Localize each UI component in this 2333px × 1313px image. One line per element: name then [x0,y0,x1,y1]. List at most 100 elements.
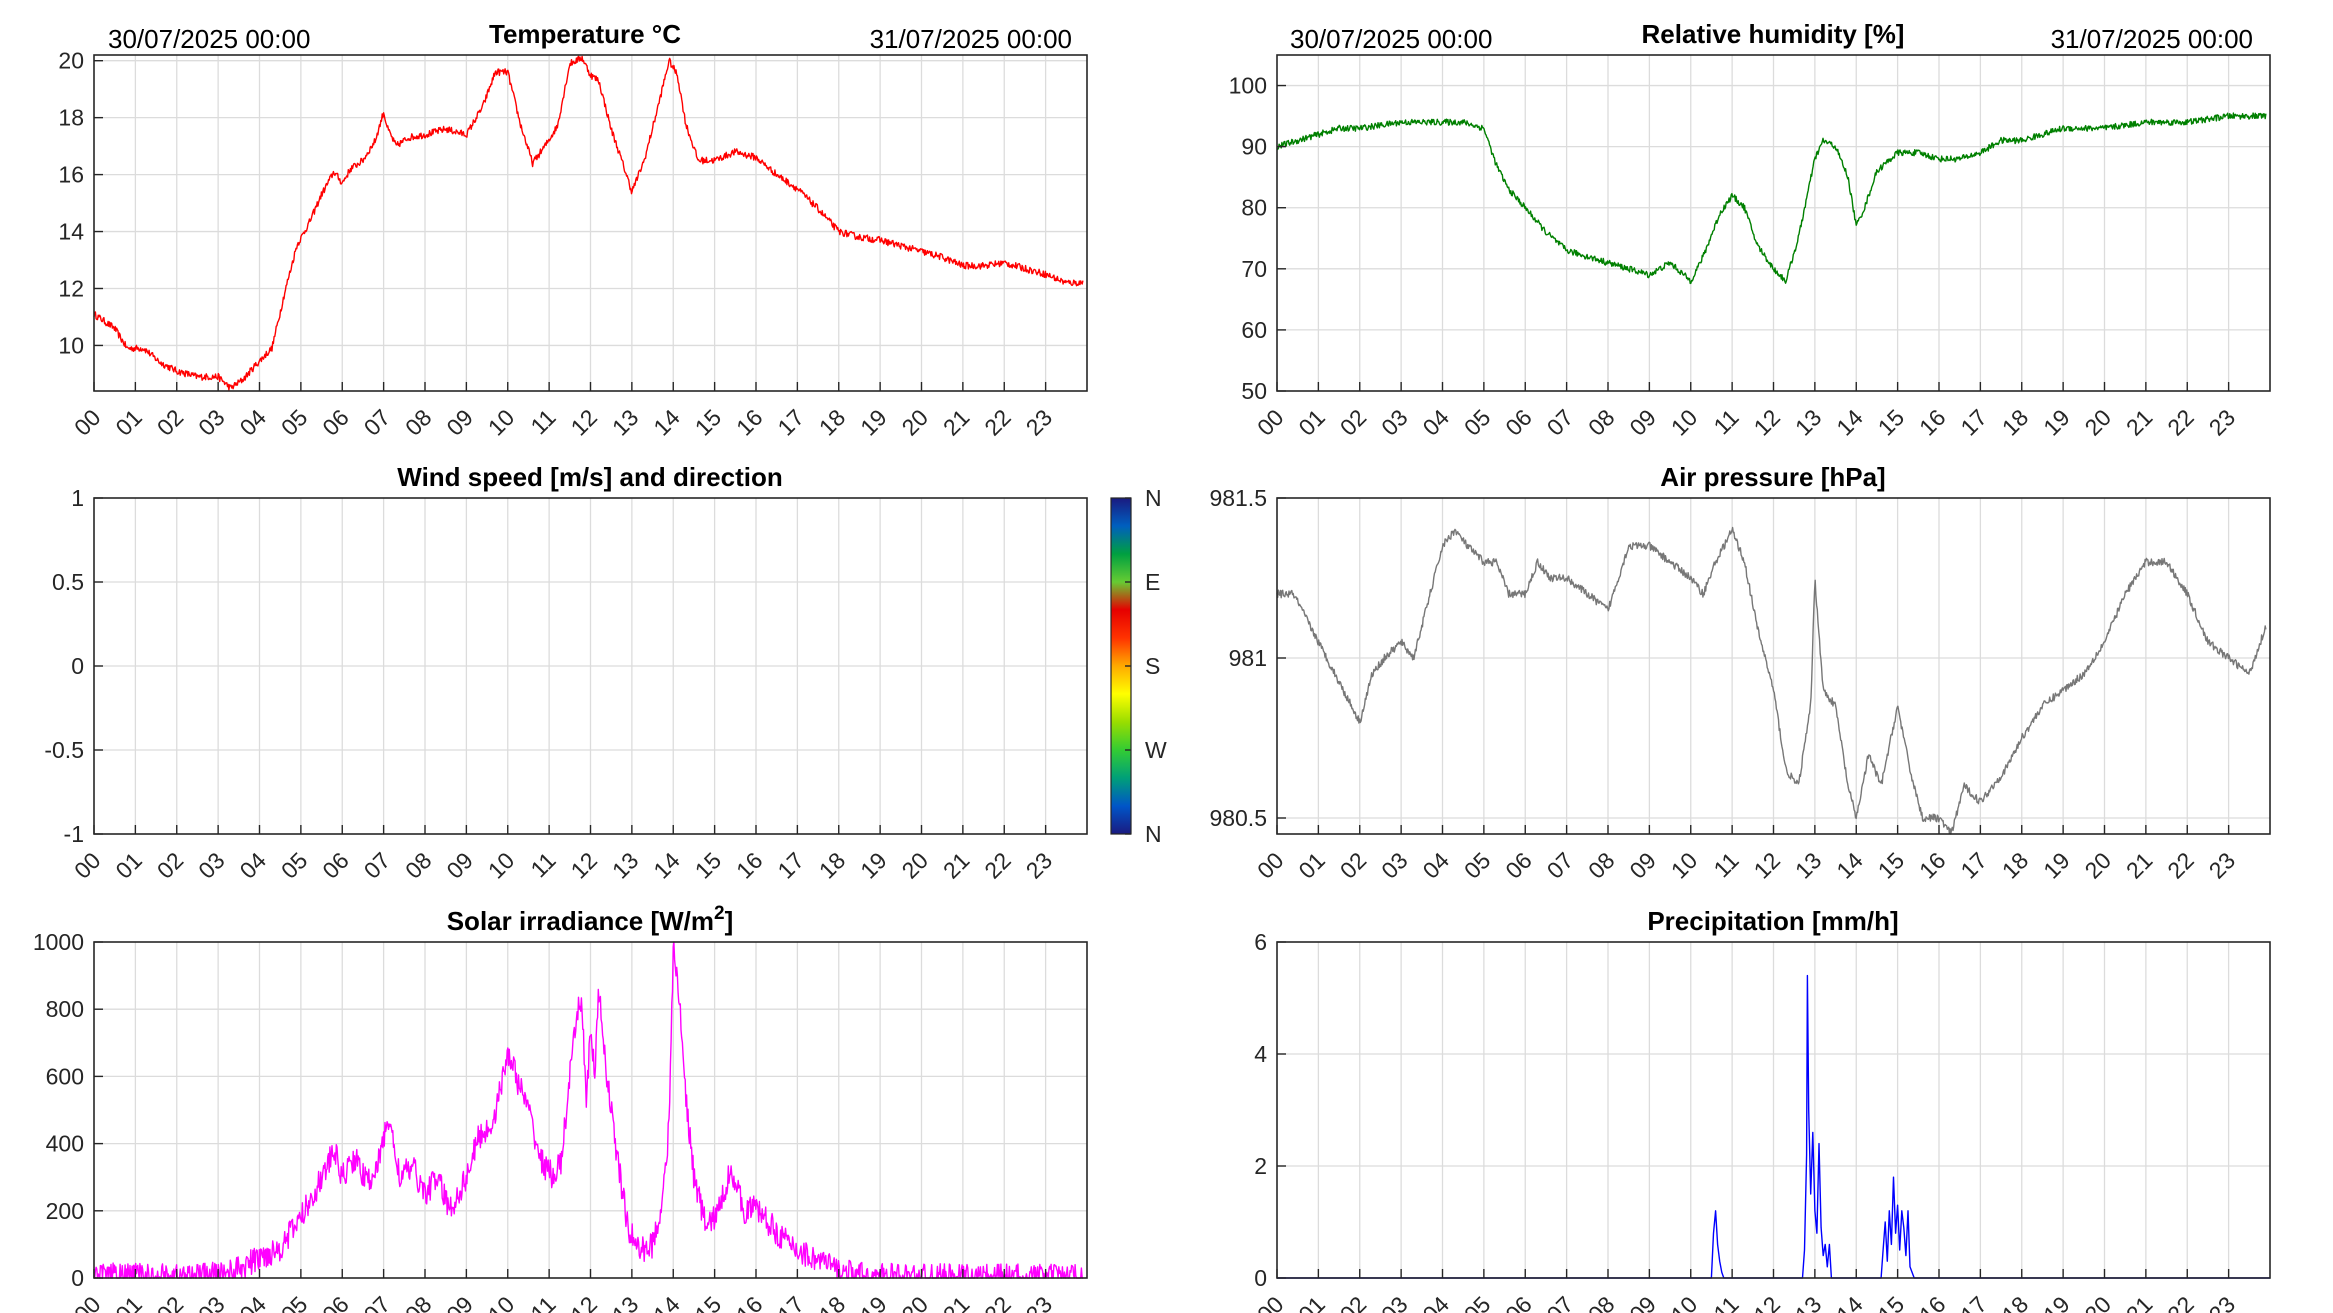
x-tick-label: 23 [1021,847,1057,883]
x-tick-label: 12 [566,404,602,440]
y-tick-label: 0 [71,1265,84,1291]
solar-panel: Solar irradiance [W/m2] 0200400600800100… [33,903,1088,1313]
x-tick-label: 17 [1955,1291,1991,1313]
x-tick-label: 17 [1955,847,1991,883]
x-tick-label: 22 [979,1291,1015,1313]
x-tick-label: 19 [2038,1291,2074,1313]
x-tick-label: 20 [2080,847,2116,883]
x-tick-label: 01 [1293,847,1329,883]
x-tick-label: 18 [1997,847,2033,883]
x-tick-label: 06 [1500,404,1536,440]
x-tick-label: 20 [897,404,933,440]
x-tick-label: 02 [152,1291,188,1313]
x-tick-label: 01 [110,1291,146,1313]
x-tick-label: 03 [193,404,229,440]
x-tick-label: 01 [110,847,146,883]
x-tick-label: 05 [276,1291,312,1313]
x-tick-label: 00 [1252,1291,1288,1313]
x-tick-label: 05 [1459,404,1495,440]
y-tick-label: 980.5 [1209,805,1267,831]
x-tick-label: 11 [525,1291,560,1313]
x-tick-label: 15 [690,1291,726,1313]
y-tick-label: 20 [58,48,84,74]
x-tick-label: 01 [1293,1291,1329,1313]
x-tick-label: 16 [731,404,767,440]
x-tick-label: 02 [1335,847,1371,883]
start-timestamp: 30/07/2025 00:00 [1290,24,1492,54]
colorbar-label: W [1145,737,1167,763]
x-tick-label: 11 [1708,404,1743,439]
x-tick-label: 14 [648,1291,685,1313]
x-tick-label: 06 [317,1291,353,1313]
y-tick-label: -0.5 [44,737,84,763]
colorbar-label: N [1145,821,1162,847]
humidity-panel: 30/07/2025 00:00 31/07/2025 00:00 Relati… [1229,19,2271,441]
x-tick-label: 03 [1376,1291,1412,1313]
x-tick-label: 06 [1500,847,1536,883]
x-tick-label: 05 [276,847,312,883]
y-tick-label: 90 [1241,134,1267,160]
y-tick-label: 6 [1254,929,1267,955]
end-timestamp: 31/07/2025 00:00 [2051,24,2253,54]
y-tick-label: 60 [1241,317,1267,343]
x-tick-label: 09 [1624,847,1660,883]
x-tick-label: 12 [1749,1291,1785,1313]
x-tick-label: 13 [607,847,643,883]
x-tick-label: 03 [193,847,229,883]
y-tick-label: 400 [46,1131,84,1157]
x-tick-label: 22 [2162,847,2198,883]
y-tick-label: 80 [1241,195,1267,221]
x-tick-label: 09 [441,847,477,883]
x-tick-label: 11 [525,847,560,882]
y-tick-label: 0.5 [52,569,84,595]
colorbar-label: S [1145,653,1160,679]
x-tick-label: 09 [1624,1291,1660,1313]
x-tick-label: 01 [110,404,146,440]
x-tick-label: 08 [1583,847,1619,883]
x-tick-label: 09 [441,1291,477,1313]
x-tick-label: 00 [69,847,105,883]
x-tick-label: 19 [855,404,891,440]
y-tick-label: 981 [1229,645,1267,671]
precip-series-line [1277,974,2270,1279]
x-tick-label: 09 [1624,404,1660,440]
x-tick-label: 17 [772,404,808,440]
x-tick-label: 16 [1914,404,1950,440]
y-tick-label: -1 [64,821,84,847]
x-tick-label: 10 [483,847,519,883]
x-tick-label: 00 [1252,847,1288,883]
x-tick-label: 11 [1708,1291,1743,1313]
solar-series-line [93,941,1083,1279]
x-tick-label: 10 [1666,404,1702,440]
y-tick-label: 600 [46,1063,84,1089]
x-tick-label: 22 [2162,404,2198,440]
x-tick-label: 14 [648,847,685,884]
x-tick-label: 20 [2080,1291,2116,1313]
x-tick-label: 07 [359,404,395,440]
x-tick-label: 00 [69,404,105,440]
y-tick-label: 981.5 [1209,485,1267,511]
y-tick-label: 4 [1254,1041,1267,1067]
x-tick-label: 17 [1955,404,1991,440]
x-tick-label: 19 [2038,847,2074,883]
x-tick-label: 18 [814,847,850,883]
x-tick-label: 14 [648,404,685,441]
wind-title: Wind speed [m/s] and direction [397,462,782,492]
x-tick-label: 23 [2204,847,2240,883]
y-tick-label: 1 [71,485,84,511]
x-tick-label: 04 [235,404,272,441]
x-tick-label: 05 [1459,847,1495,883]
x-tick-label: 23 [1021,1291,1057,1313]
x-tick-label: 22 [979,404,1015,440]
pressure-panel: Air pressure [hPa] 980.5 981 981.5 00 01 02 03… [1209,462,2271,884]
x-tick-label: 11 [1708,847,1743,882]
x-tick-label: 03 [1376,847,1412,883]
x-tick-label: 04 [1418,404,1455,441]
x-tick-label: 10 [1666,1291,1702,1313]
y-tick-label: 10 [58,332,84,358]
x-tick-label: 18 [1997,404,2033,440]
x-tick-label: 06 [317,847,353,883]
